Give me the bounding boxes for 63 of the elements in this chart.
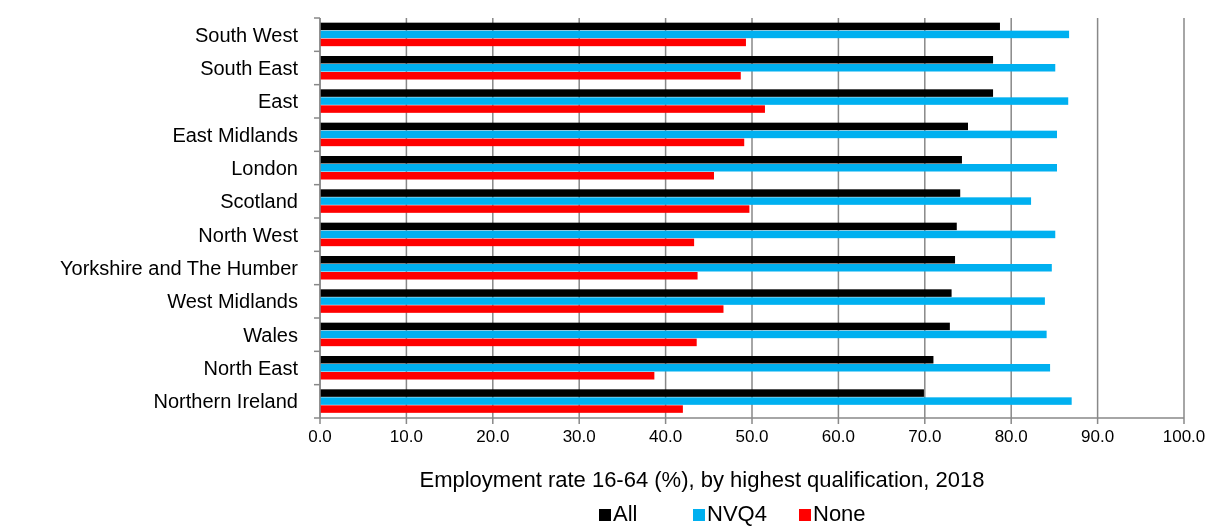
bar — [320, 172, 714, 180]
x-tick-label: 100.0 — [1162, 427, 1206, 446]
bar — [320, 297, 1045, 305]
x-axis-title: Employment rate 16-64 (%), by highest qualification, 2018 — [419, 467, 985, 492]
bar — [320, 305, 724, 313]
bar — [320, 397, 1072, 405]
y-tick-label: Northern Ireland — [153, 390, 298, 413]
x-tick-label: 90.0 — [1081, 427, 1115, 446]
bar — [320, 405, 683, 413]
bar — [320, 38, 746, 47]
bar — [320, 289, 952, 297]
bar — [320, 130, 1057, 139]
bar — [320, 22, 1000, 31]
bar — [320, 238, 695, 247]
y-tick-label: North West — [198, 223, 299, 246]
y-tick-label: West Midlands — [167, 290, 298, 313]
bar — [320, 189, 961, 197]
x-tick-label: 40.0 — [649, 427, 683, 446]
legend-label: NVQ4 — [707, 501, 767, 526]
y-tick-label: South West — [194, 23, 299, 46]
x-tick-label: 80.0 — [994, 427, 1028, 446]
y-tick-label: Yorkshire and The Humber — [60, 257, 299, 279]
bar — [320, 330, 1047, 339]
bar — [320, 105, 765, 113]
bar — [320, 338, 697, 347]
y-tick-label: Scotland — [220, 190, 298, 213]
bar — [320, 97, 1069, 105]
bar — [320, 197, 1032, 205]
y-tick-label: South East — [200, 57, 299, 79]
bar — [320, 72, 741, 80]
y-tick-label: East — [257, 90, 299, 113]
bar — [320, 364, 1051, 372]
y-tick-label: London — [231, 157, 298, 179]
bar — [320, 264, 1052, 272]
x-tick-label: 10.0 — [389, 427, 423, 446]
bar — [320, 138, 745, 147]
legend-label: All — [613, 501, 638, 526]
x-tick-label: 0.0 — [308, 427, 332, 446]
bar — [320, 356, 934, 364]
bar — [320, 222, 957, 231]
bar — [320, 372, 655, 380]
bar — [320, 322, 950, 331]
bar — [320, 205, 750, 213]
x-tick-label: 20.0 — [476, 427, 510, 446]
bar — [320, 256, 956, 264]
bar — [320, 30, 1070, 39]
y-tick-label: Wales — [243, 323, 298, 346]
x-tick-label: 60.0 — [821, 427, 855, 446]
bar — [320, 122, 968, 131]
x-tick-label: 30.0 — [562, 427, 596, 446]
bar — [320, 272, 698, 280]
y-tick-label: East Midlands — [172, 123, 298, 146]
x-tick-label: 70.0 — [908, 427, 942, 446]
bar — [320, 164, 1057, 172]
x-tick-label: 50.0 — [735, 427, 769, 446]
bar — [320, 156, 962, 164]
bar — [320, 230, 1056, 239]
bar — [320, 56, 994, 64]
legend-label: None — [813, 501, 866, 526]
bar — [320, 389, 924, 397]
bar — [320, 64, 1056, 72]
bar — [320, 89, 994, 97]
y-tick-label: North East — [203, 357, 299, 379]
